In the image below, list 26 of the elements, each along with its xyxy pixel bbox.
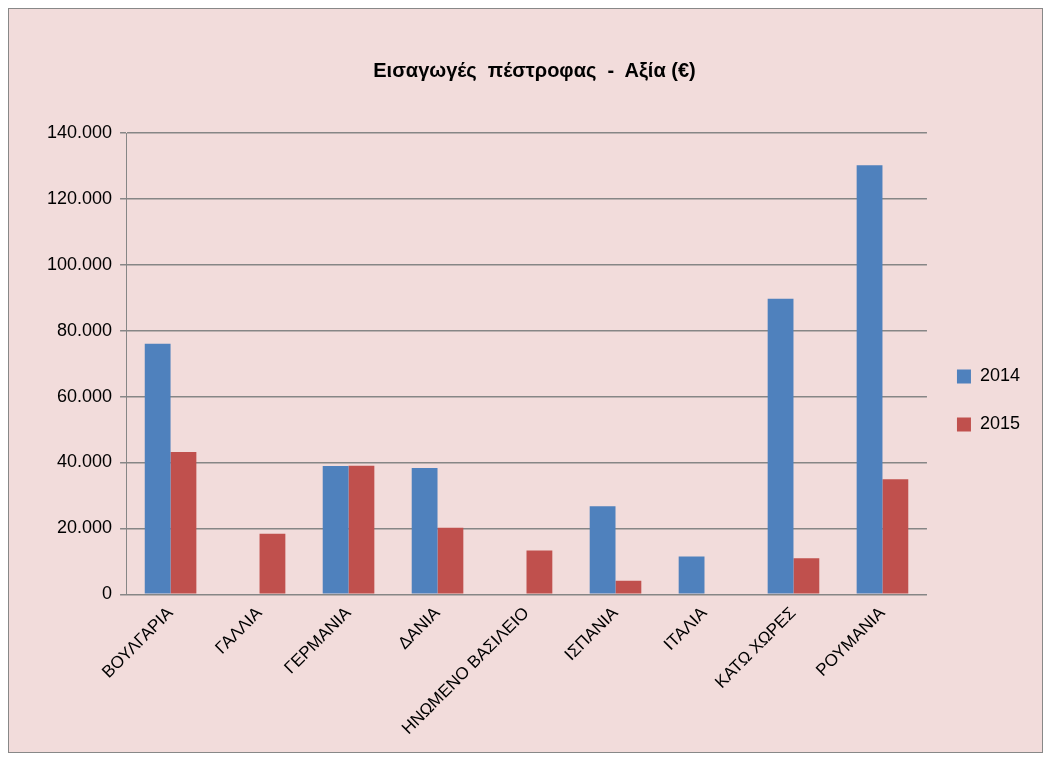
bar [767,298,794,594]
bar [678,556,705,594]
bar [526,550,553,594]
y-tick-label: 0 [102,583,113,604]
bar [856,165,883,594]
y-tick-label: 80.000 [57,319,113,340]
bar [437,527,464,594]
bar [170,451,197,594]
y-tick-label: 120.000 [46,187,113,208]
legend-label: 2014 [979,365,1020,386]
bar [322,466,349,594]
y-tick-label: 140.000 [46,121,113,142]
y-tick-label: 60.000 [57,385,113,406]
bar [615,580,642,594]
bar [411,468,438,594]
y-tick-label: 100.000 [46,253,113,274]
y-tick-label: 20.000 [57,517,113,538]
bar [882,479,909,594]
bar [793,558,820,594]
bar [259,533,286,594]
bar [589,506,616,594]
bar [144,343,171,594]
chart-title: Εισαγωγές πέστροφας - Αξία (€) [373,58,696,81]
bar [348,465,375,594]
y-tick-label: 40.000 [57,451,113,472]
legend-label: 2015 [979,413,1020,434]
